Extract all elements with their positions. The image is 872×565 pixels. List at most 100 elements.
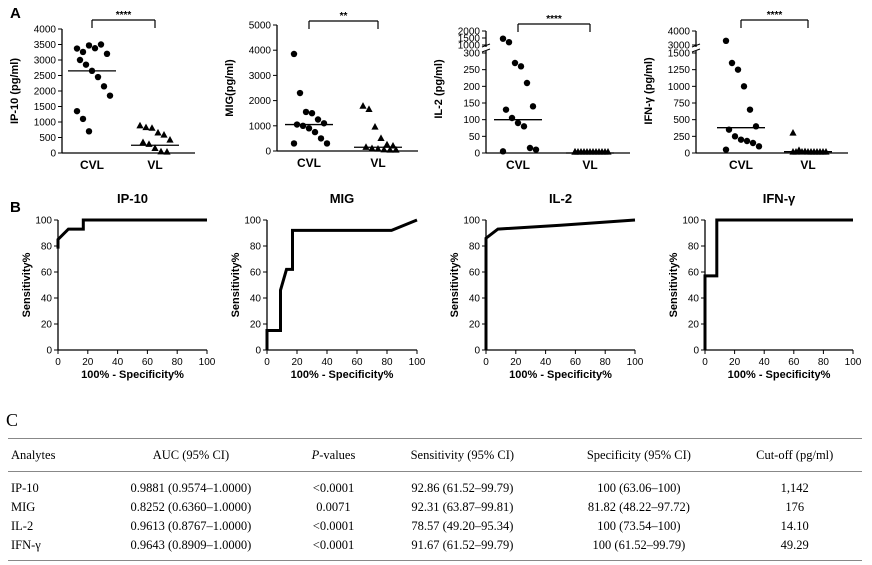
cell-sensitivity: 92.86 (61.52–99.79) [411,481,514,495]
x-tick-label: 100 [409,357,426,368]
roc-title: MIG [330,191,355,206]
cell-sensitivity: 91.67 (61.52–99.79) [374,536,551,561]
table-row: IP-10 0.9881 (0.9574–1.0000) <0.0001 92.… [8,472,862,499]
category-label: CVL [297,156,321,170]
data-point [383,140,391,148]
data-point [314,116,322,123]
data-point [505,39,513,46]
roc-curve [56,218,207,249]
data-point [91,45,99,52]
roc-chart-roc-mig: MIG 0 20 40 60 80 100 0 20 40 60 80 100 100% - Specif… [230,191,426,381]
data-point [145,140,153,147]
y-tick-label: 3500 [34,40,57,51]
data-point [148,124,156,131]
y-tick-label: 3000 [668,41,691,52]
data-point [789,129,797,136]
data-point [532,146,540,153]
y-tick-label: 40 [41,294,53,305]
data-point [76,56,84,64]
x-tick-label: 20 [82,357,94,368]
x-tick-label: 40 [321,357,333,368]
y-tick-label: 4000 [34,25,57,36]
y-tick-label: 80 [469,242,481,253]
y-tick-label: 40 [469,294,481,305]
y-tick-label: 80 [41,242,53,253]
data-point [734,66,742,73]
table-row: MIG 0.8252 (0.6360–1.0000) 0.0071 92.31 … [8,498,862,517]
data-point [517,63,525,70]
y-tick-label: 100 [35,216,52,227]
data-point [502,106,510,113]
x-axis-label: 100% - Specificity% [81,369,184,381]
scatter-chart-mig: 0 1000 2000 3000 4000 5000 MIG(pg/ml) CVL VL ** [224,11,418,170]
x-tick-label: 40 [540,357,552,368]
data-point [305,125,313,132]
x-tick-label: 100 [627,357,644,368]
category-label: CVL [506,158,530,172]
data-point [85,128,93,135]
data-point [139,138,147,146]
cell-specificity: 100 (63.06–100) [597,481,681,495]
y-tick-label: 0 [693,346,699,357]
data-point [499,148,507,155]
data-point [163,148,171,155]
figure-canvas: A B 05001000150020002500300035004000IP-1… [9,5,862,381]
y-tick-label: 1000 [34,118,57,129]
y-tick-label: 500 [39,133,56,144]
y-tick-label: 100 [244,216,261,227]
data-point [73,107,81,115]
y-tick-label: 1500 [458,34,481,45]
x-tick-label: 80 [818,357,830,368]
col-sensitivity: Sensitivity (95% CI) [374,438,551,472]
y-tick-label: 50 [469,132,481,143]
col-pvalues-rest: -values [319,448,356,462]
data-point [523,79,531,87]
y-tick-label: 1000 [458,41,481,52]
y-tick-label: 0 [50,149,56,160]
y-tick-label: 2000 [458,27,481,38]
data-point [323,140,331,147]
x-tick-label: 40 [112,357,124,368]
data-point [380,145,388,153]
data-point [73,45,81,52]
y-tick-label: 80 [250,242,262,253]
cell-specificity: 100 (61.52–99.79) [550,536,728,561]
y-tick-label: 20 [41,320,53,331]
data-point [157,147,165,155]
roc-chart-roc-ip10: IP-10 0 20 40 60 80 100 0 20 40 60 80 100 100% - Spec… [21,191,216,381]
y-tick-label: 20 [250,320,262,331]
data-point [511,59,519,67]
cell-analyte: MIG [11,500,36,514]
data-point [142,123,150,131]
table-row: IL-2 0.9613 (0.8767–1.0000) <0.0001 78.5… [8,517,862,536]
y-tick-label: 2500 [34,71,57,82]
panel-label-b: B [10,199,21,216]
data-point [520,123,528,130]
x-tick-label: 60 [788,357,800,368]
roc-curve [703,218,853,350]
data-point [317,135,325,142]
y-tick-label: 1500 [668,49,691,60]
axis-break-mark [481,48,491,53]
data-point [514,119,522,127]
y-tick-label: 100 [463,115,480,126]
significance-label: **** [546,14,562,25]
cell-cutoff: 49.29 [727,536,862,561]
panel-label-c: C [6,410,19,430]
roc-title: IL-2 [549,191,572,206]
roc-title: IP-10 [117,191,148,206]
col-specificity: Specificity (95% CI) [550,438,728,472]
data-point [362,143,370,150]
results-table: Analytes AUC (95% CI) P-values Sensitivi… [8,438,862,561]
significance-label: ** [340,11,348,22]
cell-auc: 0.9613 (0.8767–1.0000) [130,519,252,533]
x-tick-label: 0 [483,357,489,368]
y-axis-label: Sensitivity% [21,252,33,317]
x-tick-label: 0 [264,357,270,368]
y-tick-label: 40 [688,294,700,305]
x-axis-label: 100% - Specificity% [509,369,612,381]
y-tick-label: 0 [265,147,271,158]
cell-pvalue: <0.0001 [312,481,355,495]
cell-specificity: 81.82 (48.22–97.72) [587,500,690,514]
data-point [302,108,310,116]
